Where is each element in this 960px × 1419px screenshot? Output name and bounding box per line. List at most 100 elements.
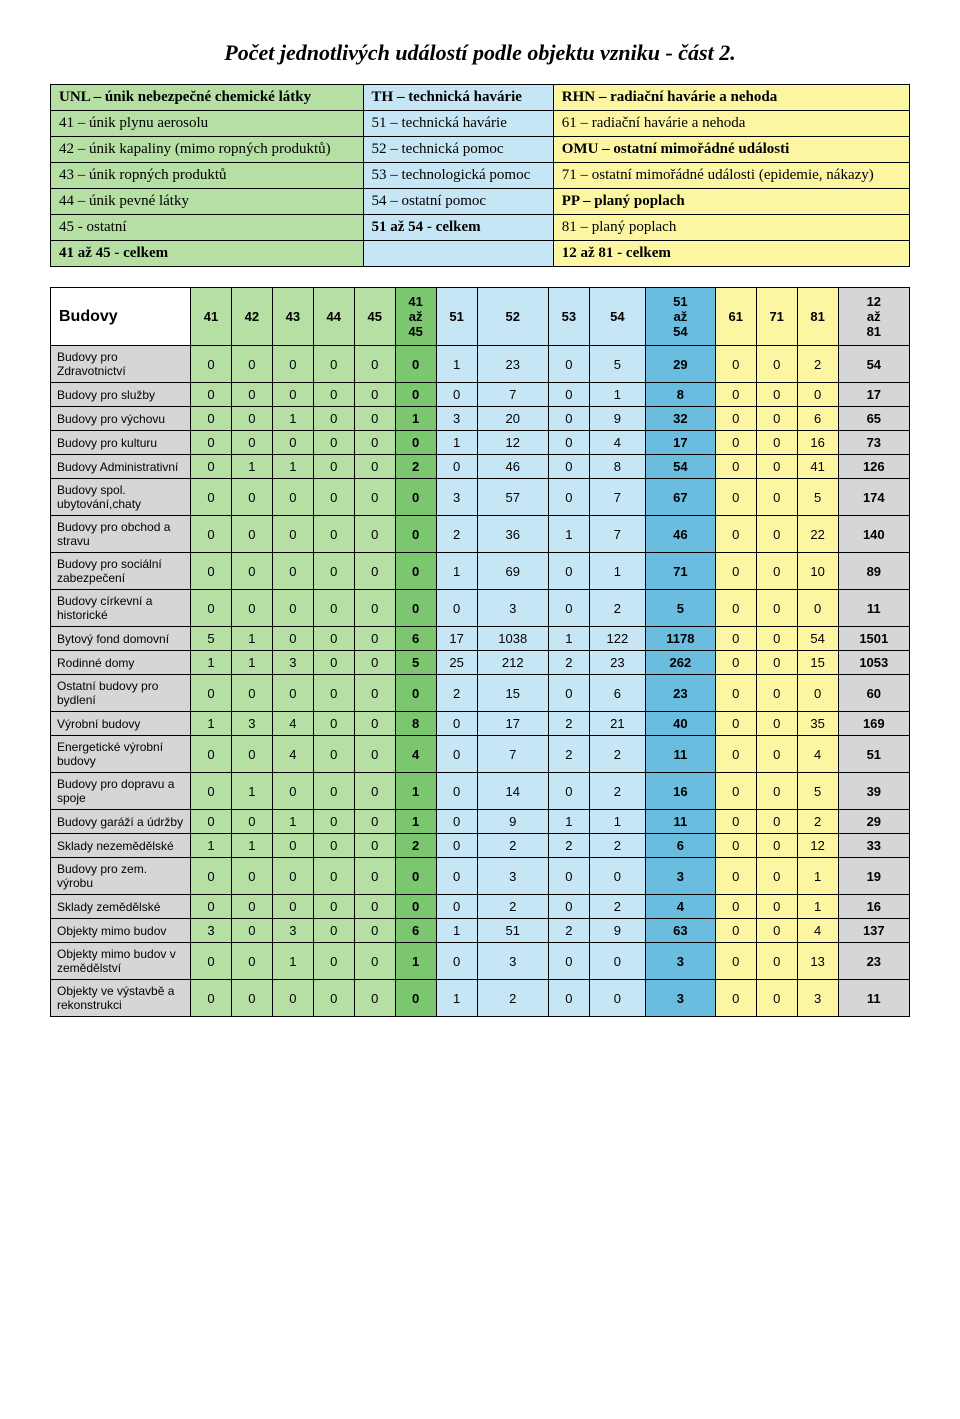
- table-cell: 35: [797, 712, 838, 736]
- table-cell: 1: [548, 810, 589, 834]
- table-cell: 0: [313, 858, 354, 895]
- table-row: Budovy církevní a historické000000030250…: [51, 590, 910, 627]
- table-cell: 0: [313, 919, 354, 943]
- table-cell: 0: [354, 858, 395, 895]
- table-row: Budovy pro zem. výrobu0000000300300119: [51, 858, 910, 895]
- table-cell: 0: [715, 651, 756, 675]
- table-cell: 1: [272, 407, 313, 431]
- table-cell: 0: [191, 980, 232, 1017]
- table-cell: 3: [645, 980, 715, 1017]
- table-cell: 140: [838, 516, 909, 553]
- table-cell: 0: [756, 980, 797, 1017]
- table-cell: 0: [756, 943, 797, 980]
- table-cell: 0: [756, 834, 797, 858]
- legend-cell: [363, 241, 553, 267]
- table-cell: 0: [756, 627, 797, 651]
- table-cell: 0: [548, 943, 589, 980]
- table-cell: 0: [436, 383, 477, 407]
- table-cell: 0: [191, 455, 232, 479]
- column-header: 53: [548, 288, 589, 346]
- table-cell: 0: [436, 712, 477, 736]
- table-cell: 0: [231, 383, 272, 407]
- table-cell: 0: [756, 858, 797, 895]
- table-cell: 1: [548, 627, 589, 651]
- table-cell: 3: [272, 919, 313, 943]
- table-cell: 19: [838, 858, 909, 895]
- table-cell: 0: [313, 383, 354, 407]
- legend-cell: 52 – technická pomoc: [363, 137, 553, 163]
- table-cell: 3: [191, 919, 232, 943]
- legend-cell: 43 – únik ropných produktů: [51, 163, 364, 189]
- table-cell: 0: [436, 455, 477, 479]
- table-cell: 73: [838, 431, 909, 455]
- table-cell: 0: [436, 590, 477, 627]
- table-cell: 0: [191, 736, 232, 773]
- table-cell: 0: [715, 895, 756, 919]
- table-cell: 2: [395, 834, 436, 858]
- legend-cell: 71 – ostatní mimořádné události (epidemi…: [553, 163, 909, 189]
- table-cell: 0: [548, 773, 589, 810]
- column-header: 43: [272, 288, 313, 346]
- table-cell: 17: [838, 383, 909, 407]
- column-header: 54: [589, 288, 645, 346]
- table-cell: 17: [477, 712, 548, 736]
- table-cell: 3: [272, 651, 313, 675]
- table-cell: 0: [756, 919, 797, 943]
- table-cell: 54: [645, 455, 715, 479]
- table-cell: 1: [395, 773, 436, 810]
- table-cell: 0: [395, 431, 436, 455]
- table-cell: 60: [838, 675, 909, 712]
- table-cell: 0: [354, 895, 395, 919]
- table-cell: 0: [756, 810, 797, 834]
- table-cell: 0: [354, 627, 395, 651]
- table-cell: 0: [715, 712, 756, 736]
- table-cell: 8: [395, 712, 436, 736]
- table-cell: 0: [715, 553, 756, 590]
- table-cell: 0: [313, 346, 354, 383]
- column-header: 51 až 54: [645, 288, 715, 346]
- table-cell: 0: [191, 943, 232, 980]
- table-cell: 0: [756, 553, 797, 590]
- table-cell: 0: [191, 383, 232, 407]
- table-cell: 54: [797, 627, 838, 651]
- table-cell: 5: [645, 590, 715, 627]
- table-cell: 0: [313, 431, 354, 455]
- table-cell: 0: [715, 407, 756, 431]
- table-cell: 0: [272, 980, 313, 1017]
- table-cell: 0: [436, 943, 477, 980]
- table-cell: 2: [477, 895, 548, 919]
- legend-row: 42 – únik kapaliny (mimo ropných produkt…: [51, 137, 910, 163]
- table-cell: 0: [756, 712, 797, 736]
- table-cell: 0: [272, 479, 313, 516]
- table-cell: 0: [756, 736, 797, 773]
- table-cell: 0: [272, 431, 313, 455]
- table-cell: 2: [548, 736, 589, 773]
- table-cell: 0: [354, 407, 395, 431]
- table-cell: 169: [838, 712, 909, 736]
- table-cell: 12: [477, 431, 548, 455]
- table-cell: 3: [436, 479, 477, 516]
- table-cell: 0: [354, 651, 395, 675]
- column-header: 71: [756, 288, 797, 346]
- table-cell: 11: [838, 590, 909, 627]
- page-title: Počet jednotlivých událostí podle objekt…: [50, 40, 910, 66]
- table-cell: 10: [797, 553, 838, 590]
- table-cell: 0: [272, 590, 313, 627]
- row-label: Bytový fond domovní: [51, 627, 191, 651]
- table-cell: 12: [797, 834, 838, 858]
- legend-cell: UNL – únik nebezpečné chemické látky: [51, 85, 364, 111]
- table-cell: 0: [354, 455, 395, 479]
- table-cell: 3: [436, 407, 477, 431]
- table-cell: 0: [272, 346, 313, 383]
- table-cell: 54: [838, 346, 909, 383]
- legend-cell: 41 až 45 - celkem: [51, 241, 364, 267]
- table-cell: 7: [477, 383, 548, 407]
- table-cell: 0: [756, 346, 797, 383]
- table-cell: 0: [548, 455, 589, 479]
- table-cell: 0: [354, 980, 395, 1017]
- table-cell: 15: [477, 675, 548, 712]
- table-cell: 2: [548, 651, 589, 675]
- table-cell: 51: [838, 736, 909, 773]
- table-cell: 0: [395, 553, 436, 590]
- table-cell: 33: [838, 834, 909, 858]
